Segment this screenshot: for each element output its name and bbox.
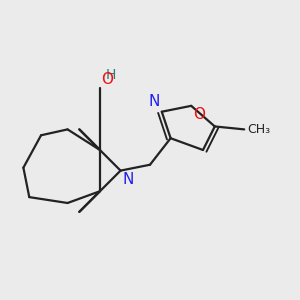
Text: N: N [149,94,160,110]
Text: O: O [193,107,205,122]
Text: N: N [122,172,134,187]
Text: O: O [101,72,113,87]
Text: CH₃: CH₃ [247,123,270,136]
Text: H: H [106,68,116,82]
